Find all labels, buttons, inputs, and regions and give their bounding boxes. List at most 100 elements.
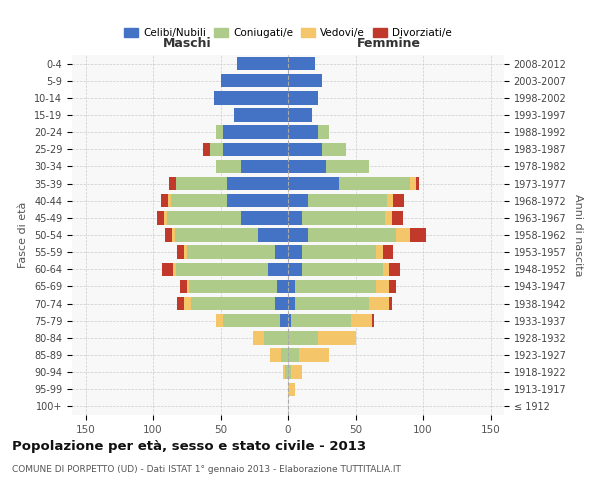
Bar [295, 280, 376, 293]
Bar [308, 194, 386, 207]
Bar [288, 126, 318, 139]
Bar [176, 262, 268, 276]
Bar [172, 228, 175, 241]
Bar [275, 297, 288, 310]
Bar [175, 228, 259, 241]
Bar [288, 228, 308, 241]
Bar [386, 194, 394, 207]
Bar [288, 194, 308, 207]
Bar [288, 142, 322, 156]
Bar [217, 126, 223, 139]
Bar [409, 228, 426, 241]
Bar [271, 348, 281, 362]
Bar [227, 194, 288, 207]
Bar [268, 262, 288, 276]
Bar [372, 314, 374, 328]
Bar [288, 211, 302, 224]
Bar [168, 194, 170, 207]
Bar [288, 160, 326, 173]
Bar [169, 177, 176, 190]
Bar [383, 262, 389, 276]
Legend: Celibi/Nubili, Coniugati/e, Vedovi/e, Divorziati/e: Celibi/Nubili, Coniugati/e, Vedovi/e, Di… [120, 24, 456, 42]
Bar [290, 366, 302, 379]
Bar [187, 280, 190, 293]
Bar [227, 177, 288, 190]
Bar [288, 262, 302, 276]
Bar [290, 314, 352, 328]
Bar [288, 246, 302, 259]
Bar [203, 142, 210, 156]
Bar [165, 228, 172, 241]
Bar [396, 228, 409, 241]
Bar [286, 366, 288, 379]
Bar [318, 126, 329, 139]
Bar [210, 142, 223, 156]
Bar [191, 297, 275, 310]
Bar [318, 331, 355, 344]
Bar [288, 177, 340, 190]
Bar [264, 331, 288, 344]
Bar [383, 246, 394, 259]
Bar [288, 57, 315, 70]
Text: Maschi: Maschi [163, 36, 211, 50]
Bar [223, 126, 288, 139]
Bar [283, 366, 286, 379]
Y-axis label: Fasce di età: Fasce di età [19, 202, 28, 268]
Bar [376, 246, 383, 259]
Bar [389, 262, 400, 276]
Bar [221, 74, 288, 88]
Bar [157, 211, 164, 224]
Bar [288, 108, 313, 122]
Bar [385, 211, 392, 224]
Bar [176, 177, 227, 190]
Bar [167, 211, 241, 224]
Bar [223, 314, 280, 328]
Bar [178, 246, 184, 259]
Bar [302, 211, 385, 224]
Bar [173, 262, 176, 276]
Bar [302, 262, 383, 276]
Bar [416, 177, 419, 190]
Bar [288, 280, 295, 293]
Bar [288, 348, 299, 362]
Bar [223, 142, 288, 156]
Bar [288, 331, 318, 344]
Bar [280, 314, 288, 328]
Bar [308, 228, 396, 241]
Bar [288, 382, 295, 396]
Bar [288, 91, 318, 104]
Bar [288, 366, 290, 379]
Bar [281, 348, 288, 362]
Bar [326, 160, 369, 173]
Bar [253, 331, 264, 344]
Bar [190, 280, 277, 293]
Bar [299, 348, 329, 362]
Bar [376, 280, 389, 293]
Bar [295, 297, 369, 310]
Bar [170, 194, 227, 207]
Bar [241, 211, 288, 224]
Y-axis label: Anni di nascita: Anni di nascita [573, 194, 583, 276]
Bar [392, 211, 403, 224]
Text: Popolazione per età, sesso e stato civile - 2013: Popolazione per età, sesso e stato civil… [12, 440, 366, 453]
Bar [161, 194, 168, 207]
Bar [389, 297, 392, 310]
Bar [409, 177, 416, 190]
Bar [275, 246, 288, 259]
Bar [322, 142, 346, 156]
Bar [217, 314, 223, 328]
Bar [369, 297, 389, 310]
Bar [163, 262, 173, 276]
Bar [277, 280, 288, 293]
Bar [178, 297, 184, 310]
Bar [164, 211, 166, 224]
Bar [241, 160, 288, 173]
Bar [389, 280, 396, 293]
Bar [236, 57, 288, 70]
Bar [288, 297, 295, 310]
Bar [288, 314, 290, 328]
Bar [340, 177, 409, 190]
Bar [288, 74, 322, 88]
Text: COMUNE DI PORPETTO (UD) - Dati ISTAT 1° gennaio 2013 - Elaborazione TUTTITALIA.I: COMUNE DI PORPETTO (UD) - Dati ISTAT 1° … [12, 466, 401, 474]
Bar [187, 246, 275, 259]
